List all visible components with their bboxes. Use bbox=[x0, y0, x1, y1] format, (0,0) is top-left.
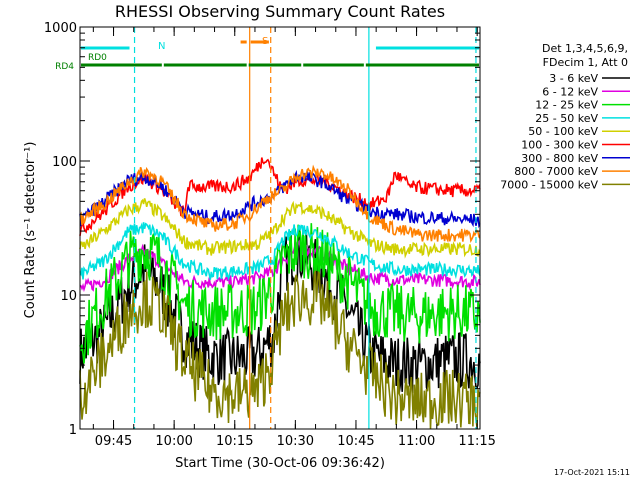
legend-label-3: 25 - 50 keV bbox=[535, 112, 598, 125]
chart-title: RHESSI Observing Summary Count Rates bbox=[115, 2, 445, 21]
legend-label-4: 50 - 100 keV bbox=[528, 125, 598, 138]
series-line-2 bbox=[79, 223, 481, 364]
series-line-3 bbox=[79, 222, 481, 282]
x-axis-label: Start Time (30-Oct-06 09:36:42) bbox=[175, 456, 385, 471]
series-line-8 bbox=[79, 270, 481, 429]
legend-label-7: 800 - 7000 keV bbox=[514, 165, 598, 178]
flag-label-n: N bbox=[158, 41, 165, 52]
flag-label-rd0: RD0 bbox=[88, 53, 107, 63]
legend-label-1: 6 - 12 keV bbox=[542, 85, 598, 98]
timestamp: 17-Oct-2021 15:11 bbox=[554, 468, 630, 477]
x-tick-label: 10:00 bbox=[155, 434, 192, 449]
legend-label-6: 300 - 800 keV bbox=[521, 152, 598, 165]
legend-label-8: 7000 - 15000 keV bbox=[500, 178, 598, 191]
flag-label-rd4: RD4 bbox=[55, 62, 74, 72]
x-tick-label: 11:00 bbox=[398, 434, 435, 449]
series-line-4 bbox=[79, 198, 481, 259]
y-tick-label: 1000 bbox=[44, 21, 77, 36]
y-tick-label: 10 bbox=[60, 289, 77, 304]
legend-header-1: FDecim 1, Att 0 bbox=[543, 56, 628, 69]
flag-label-s: S bbox=[262, 36, 268, 47]
x-tick-label: 10:30 bbox=[277, 434, 314, 449]
legend-label-0: 3 - 6 keV bbox=[549, 72, 598, 85]
x-tick-label: 10:45 bbox=[337, 434, 374, 449]
legend-header-0: Det 1,3,4,5,6,9, bbox=[542, 42, 628, 55]
x-tick-label: 11:15 bbox=[458, 434, 495, 449]
legend-label-5: 100 - 300 keV bbox=[521, 139, 598, 152]
y-tick-label: 1 bbox=[69, 423, 77, 438]
y-tick-label: 100 bbox=[52, 155, 77, 170]
plot-frame bbox=[79, 26, 481, 430]
legend-label-2: 12 - 25 keV bbox=[535, 99, 598, 112]
y-axis-label: Count Rate (s⁻¹ detector⁻¹) bbox=[23, 142, 38, 319]
series-line-0 bbox=[79, 226, 481, 394]
x-tick-label: 09:45 bbox=[95, 434, 132, 449]
series-line-7 bbox=[79, 164, 481, 243]
x-tick-label: 10:15 bbox=[216, 434, 253, 449]
